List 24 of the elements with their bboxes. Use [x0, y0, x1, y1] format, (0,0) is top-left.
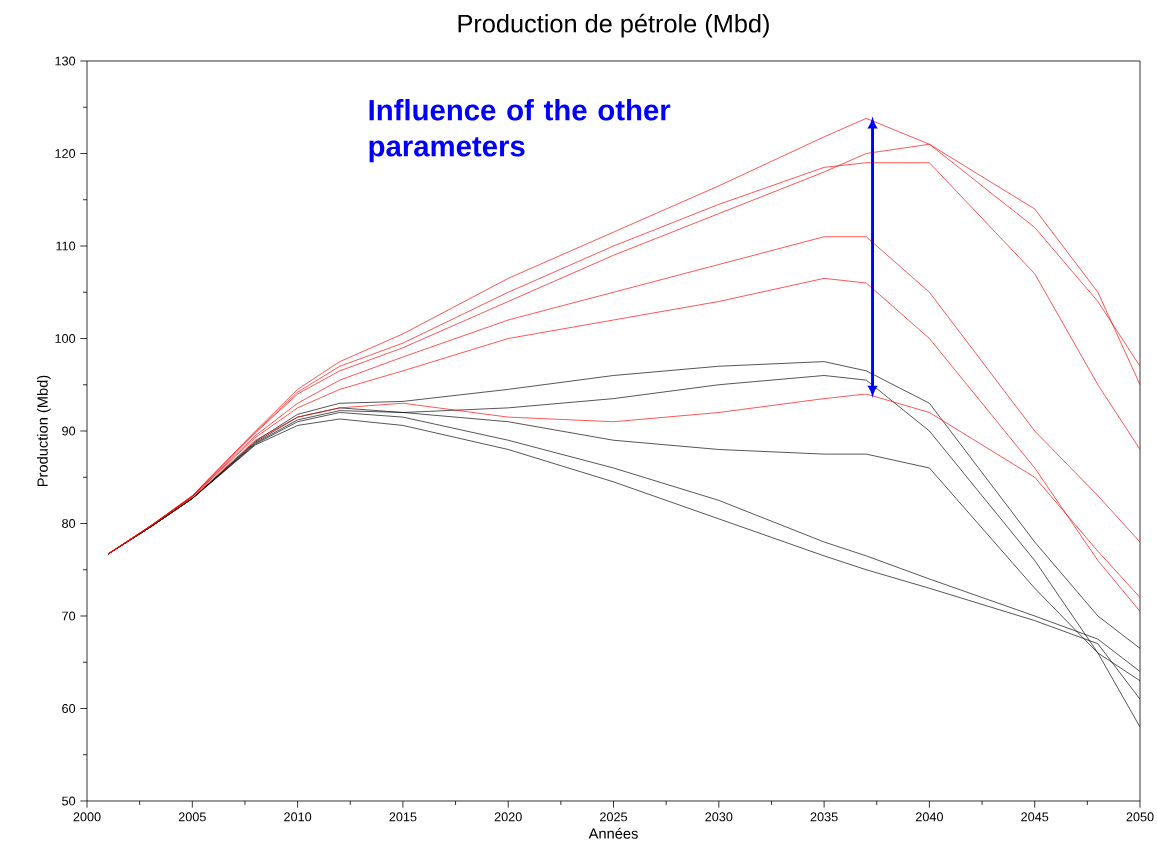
y-tick-label: 110: [56, 241, 76, 251]
y-tick-label: 70: [62, 611, 76, 621]
y-tick-label: 90: [62, 426, 76, 436]
y-axis-title: Production (Mbd): [37, 375, 51, 487]
y-tick-label: 100: [55, 334, 76, 343]
x-tick-label: 2050: [1126, 812, 1154, 822]
x-tick-label: 2045: [1021, 812, 1049, 822]
y-tick-label: 130: [55, 56, 76, 66]
x-tick-label: 2035: [810, 812, 838, 822]
y-tick-label: 120: [55, 149, 76, 158]
x-tick-label: 2040: [915, 812, 943, 822]
x-tick-label: 2005: [178, 812, 206, 822]
x-tick-label: 2015: [389, 812, 417, 822]
y-tick-label: 80: [62, 519, 76, 528]
x-tick-label: 2025: [600, 812, 628, 822]
chart-title: Production de pétrole (Mbd): [458, 13, 769, 38]
annotation: Influence of the other parameters: [369, 99, 671, 163]
y-tick-label: 60: [62, 704, 76, 713]
x-tick-label: 2020: [494, 812, 522, 822]
y-tick-label: 50: [62, 796, 76, 806]
x-tick-label: 2010: [284, 812, 312, 822]
x-axis-title: Années: [588, 827, 638, 839]
x-tick-label: 2000: [73, 812, 101, 822]
x-tick-label: 2030: [705, 812, 733, 822]
